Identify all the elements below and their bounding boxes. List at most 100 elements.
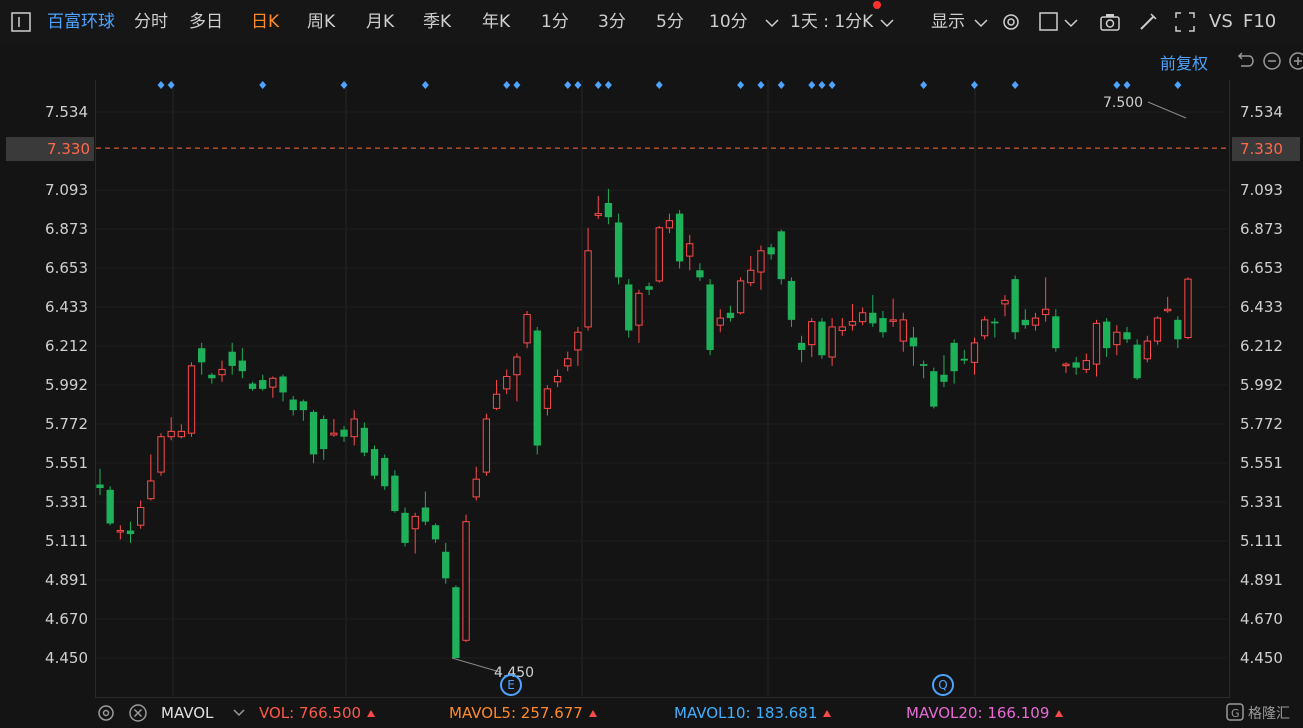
svg-text:G: G [1231,707,1240,720]
event-marker-q[interactable]: Q [932,674,954,696]
y-tick-right: 6.873 [1240,220,1283,238]
mavol20-value: 166.109 [987,704,1050,722]
svg-text:格隆汇: 格隆汇 [1248,706,1290,722]
candle-body [716,317,724,326]
candle-body [889,319,897,322]
up-arrow-icon [823,710,832,717]
candle-body [472,478,480,498]
vs-button[interactable]: VS [1209,11,1233,32]
candle-body [157,436,165,473]
undo-icon[interactable] [1233,50,1255,72]
event-marker-e[interactable]: E [500,674,522,696]
y-tick-left: 6.212 [45,337,88,355]
chevron-down-icon[interactable] [761,11,783,33]
candle-body [604,203,613,218]
candle-body [350,418,358,438]
candle-body [838,326,846,331]
indicator-name[interactable]: MAVOL [161,704,214,722]
period-tab-daily[interactable]: 日K [251,12,280,32]
event-diamond [259,81,267,89]
candle-body [960,358,968,361]
event-diamond [808,81,816,89]
candle-body [492,393,501,409]
event-diamond [1113,81,1121,89]
period-tab-1min[interactable]: 1分 [541,12,569,32]
candle-body [452,587,460,658]
event-diamond [970,81,978,89]
zoom-in-icon[interactable] [1287,50,1303,72]
candle-body [828,326,836,358]
interval-select[interactable]: 1天 : 1分K [790,12,874,32]
candle-body [543,388,552,409]
candle-body [167,430,175,438]
candle-body [1184,278,1192,339]
close-icon[interactable] [128,703,148,727]
event-diamond [828,81,836,89]
candle-body [116,530,124,533]
candle-body [899,319,907,342]
candle-body [564,358,572,367]
y-tick-right: 4.891 [1240,571,1283,589]
current-price-tag-right: 7.330 [1232,137,1300,161]
candle-body [208,374,216,379]
camera-icon[interactable] [1099,11,1121,33]
chevron-down-icon[interactable] [970,11,992,33]
event-diamond [777,81,785,89]
candle-body [1113,331,1121,346]
candle-body [1174,319,1182,340]
period-tab-5min[interactable]: 5分 [656,12,684,32]
candle-body [523,314,531,344]
event-diamond [655,81,663,89]
candle-body [553,376,562,383]
candle-body [147,480,155,500]
candle-body [991,321,999,324]
candle-body [482,418,491,473]
candle-body [1153,317,1162,342]
sidebar-toggle-icon[interactable] [10,11,32,33]
period-tab-multiday[interactable]: 多日 [189,12,223,32]
period-tab-monthly[interactable]: 月K [366,12,395,32]
candle-body [503,376,511,390]
square-icon[interactable] [1038,11,1060,33]
f10-button[interactable]: F10 [1243,11,1277,32]
low-annotation-leader [451,657,501,673]
display-menu[interactable]: 显示 [931,12,965,32]
gear-icon[interactable] [1000,11,1022,33]
candle-body [259,380,267,389]
candle-body [1031,317,1040,326]
candle-body [747,269,755,284]
candle-body [289,399,297,411]
y-tick-right: 4.450 [1240,649,1283,667]
zoom-out-icon[interactable] [1261,50,1283,72]
y-tick-right: 6.433 [1240,298,1283,316]
candle-body [513,356,521,376]
gear-icon[interactable] [96,703,116,727]
period-tab-10min[interactable]: 10分 [709,12,748,32]
candle-body [686,243,694,257]
candle-body [879,318,887,333]
period-tab-quarterly[interactable]: 季K [423,12,452,32]
candle-body [584,250,592,328]
stock-name[interactable]: 百富环球 [47,12,115,32]
y-tick-right: 5.331 [1240,493,1283,511]
chevron-down-icon[interactable] [1060,11,1082,33]
period-tab-3min[interactable]: 3分 [598,12,626,32]
period-tab-intraday[interactable]: 分时 [134,12,168,32]
period-tab-yearly[interactable]: 年K [482,12,511,32]
top-toolbar: 百富环球 分时 多日 日K 周K 月K 季K 年K 1分 3分 5分 10分 1… [0,0,1303,44]
mavol5-label: MAVOL5: [449,704,517,722]
pen-icon[interactable] [1137,11,1159,33]
period-tab-weekly[interactable]: 周K [307,12,336,32]
price-adjust-toggle[interactable]: 前复权 [1160,54,1209,73]
event-diamond [594,81,602,89]
chevron-down-icon[interactable] [876,11,898,33]
y-tick-right: 6.653 [1240,259,1283,277]
event-diamond [818,81,826,89]
fullscreen-icon[interactable] [1174,11,1196,33]
y-tick-left: 6.653 [45,259,88,277]
y-tick-right: 7.093 [1240,181,1283,199]
candle-body [187,365,196,434]
candle-body [675,213,684,262]
event-diamond [167,81,175,89]
chevron-down-icon[interactable] [229,702,249,726]
